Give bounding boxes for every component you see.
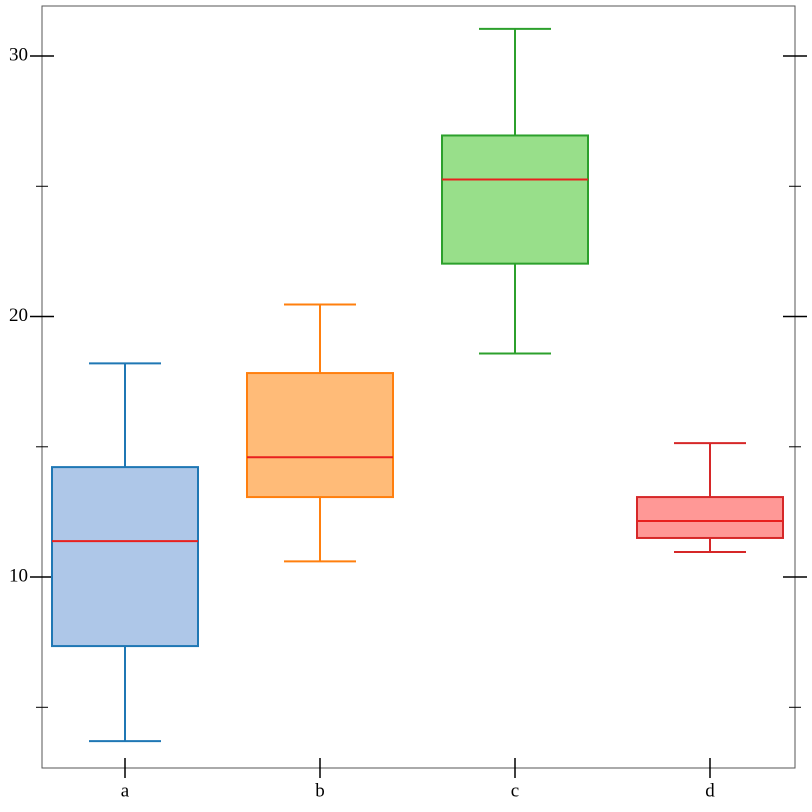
x-tick-label: b — [315, 780, 325, 801]
x-tick-label: a — [121, 780, 130, 801]
x-tick-label: d — [705, 780, 715, 801]
y-tick-label: 10 — [9, 565, 28, 586]
x-tick-label: c — [511, 780, 519, 801]
box — [246, 372, 394, 499]
box — [51, 466, 199, 648]
y-tick-label: 30 — [9, 44, 28, 65]
plot-frame — [41, 5, 796, 769]
box — [441, 134, 589, 265]
box — [636, 496, 784, 539]
y-tick-label: 20 — [9, 305, 28, 326]
